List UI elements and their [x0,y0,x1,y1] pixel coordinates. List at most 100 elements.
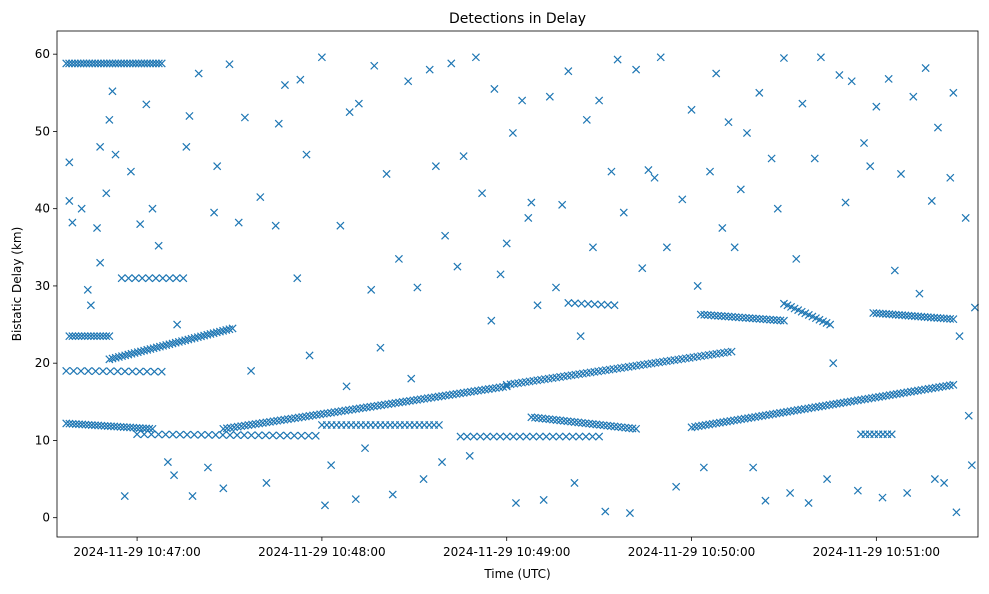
detection-point [128,367,137,376]
detection-point [210,208,219,217]
detection-point [305,351,314,360]
detection-point [487,316,496,325]
detection-point [80,332,89,341]
detection-point [196,332,206,341]
detection-point [126,167,135,176]
detection-point [769,315,778,324]
detection-point [247,366,256,375]
detection-point [727,347,736,356]
detection-point [336,221,345,230]
detection-point [823,475,832,484]
detection-point [511,498,520,508]
detection-point [69,366,78,375]
detection-point [225,325,234,334]
detection-point [203,330,212,339]
detection-point [584,299,593,308]
detection-point [219,326,228,335]
detection-point [738,313,747,322]
detection-point [87,421,96,430]
detection-point [154,59,163,68]
detection-point [89,332,98,341]
chart-title: Detections in Delay [449,11,586,27]
detection-point [779,54,788,63]
detection-point [290,431,299,440]
detection-point [703,311,712,320]
detection-point [558,200,567,209]
detection-point [274,119,283,128]
detection-point [240,113,249,122]
detection-point [601,507,610,516]
detection-point [142,100,151,109]
detection-point [955,332,964,341]
detection-point [179,274,188,283]
y-axis-label: Bistatic Delay (km) [10,227,24,342]
detection-point [564,298,573,307]
detection-point [894,310,903,319]
detection-point [81,420,90,429]
detection-point [62,419,71,428]
y-tick-label: 50 [35,124,50,138]
detection-point [792,254,801,263]
detection-point [529,432,538,441]
detection-point [878,309,887,318]
detection-point [710,311,719,320]
detection-point [860,138,869,148]
detection-point [304,431,313,440]
detection-point [137,59,146,68]
detection-point [946,314,955,323]
x-axis-label: Time (UTC) [483,567,550,581]
detection-point [351,495,360,504]
detection-point [773,204,782,213]
detection-point [927,196,936,205]
detection-point [478,189,487,198]
detection-point [108,59,117,68]
detection-point [742,128,752,137]
detection-point [170,471,179,480]
detection-point [465,451,474,460]
detection-point [68,59,77,68]
detection-point [143,59,152,68]
detection-point [175,430,184,439]
detection-point [240,431,249,440]
detection-point [459,152,468,161]
detection-point [158,274,167,283]
detection-point [124,274,133,283]
detection-point [268,431,277,440]
detection-point [102,332,111,341]
detection-point [949,380,958,389]
detection-point [759,315,768,324]
detection-point [83,332,92,341]
detection-point [108,354,117,363]
detection-point [197,430,206,439]
detection-point [496,432,505,441]
detection-point [798,99,807,108]
detection-point [163,458,172,467]
detection-point [936,314,945,323]
detection-point [869,308,878,317]
detection-point [234,218,243,227]
detection-point [463,432,472,441]
detection-point [407,374,416,383]
detection-point [717,312,726,321]
detection-point [489,432,498,441]
detection-point [116,422,125,431]
detection-point [165,340,174,349]
detection-point [884,74,893,83]
detection-point [644,166,653,175]
detection-point [120,59,129,68]
detection-point [662,243,671,252]
detection-point [293,274,302,283]
detection-point [147,430,156,439]
detection-point [570,299,579,308]
detection-point [182,142,191,151]
y-tick-label: 30 [35,279,50,293]
detection-point [891,310,900,319]
detection-point [154,430,163,439]
detection-point [712,69,721,78]
detection-point [106,367,115,376]
detection-point [271,221,280,230]
detection-point [431,162,440,171]
detection-point [545,92,554,101]
detection-point [672,482,681,491]
